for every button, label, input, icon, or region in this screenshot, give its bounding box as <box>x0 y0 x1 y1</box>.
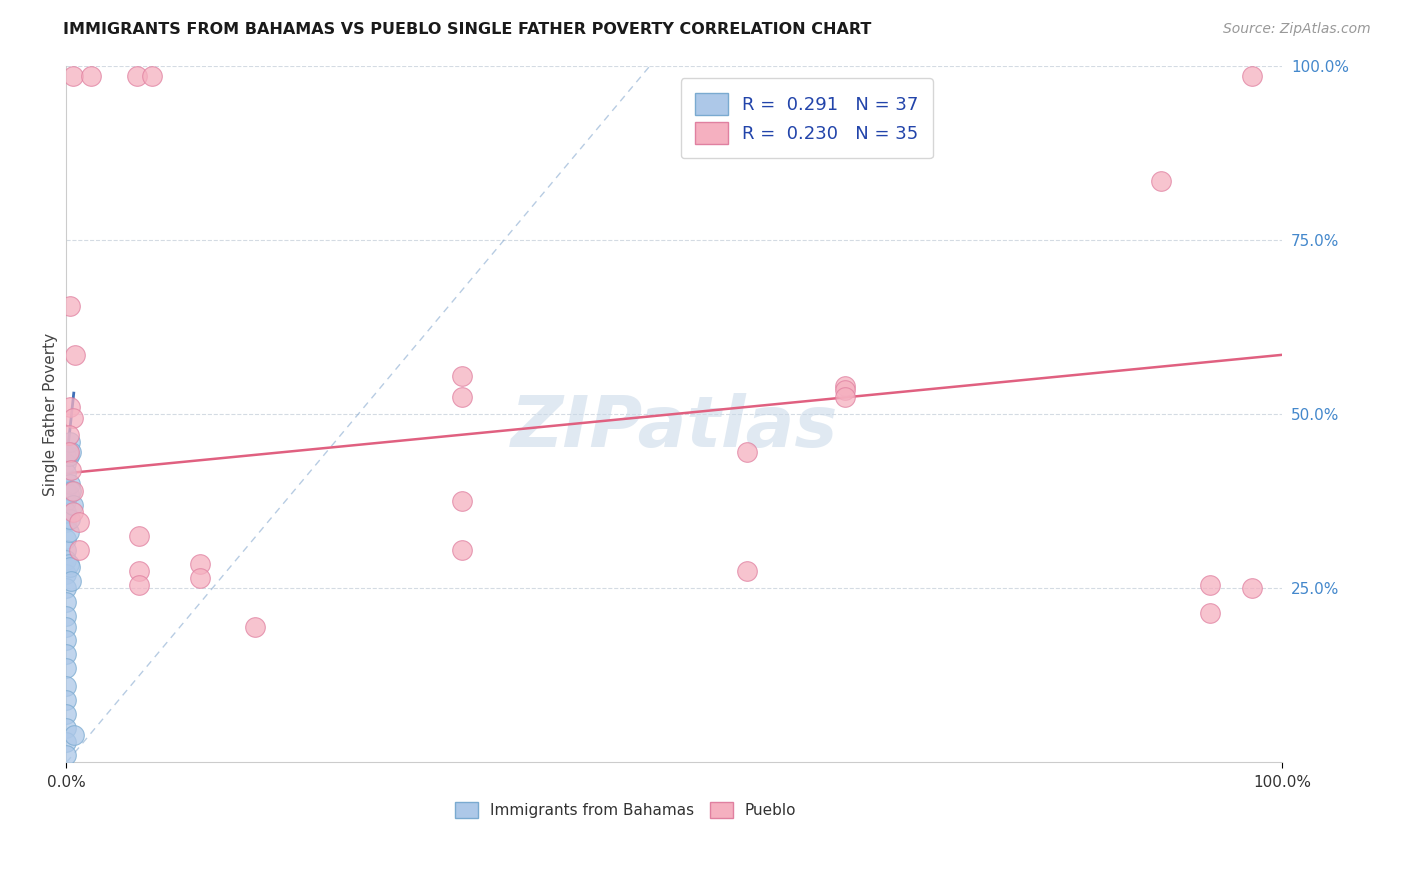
Point <box>62 498 84 512</box>
Point <box>58 525 80 540</box>
Point <box>80 69 103 83</box>
Point <box>55 721 77 735</box>
Point <box>55 648 77 662</box>
Legend: Immigrants from Bahamas, Pueblo: Immigrants from Bahamas, Pueblo <box>449 797 803 824</box>
Point <box>62 727 84 741</box>
Point <box>58 487 80 501</box>
Point <box>59 511 82 525</box>
Point <box>55 706 77 721</box>
Point <box>1198 578 1220 592</box>
Point <box>55 542 77 557</box>
Point <box>737 445 759 459</box>
Point <box>58 557 80 571</box>
Point <box>125 69 148 83</box>
Point <box>55 494 77 508</box>
Point <box>55 595 77 609</box>
Point <box>59 434 82 449</box>
Point <box>834 379 856 393</box>
Point <box>58 428 80 442</box>
Point <box>55 734 77 748</box>
Point <box>60 574 83 589</box>
Point <box>55 515 77 529</box>
Point <box>63 348 86 362</box>
Point <box>188 557 211 571</box>
Point <box>59 400 82 414</box>
Point <box>55 467 77 481</box>
Point <box>55 533 77 547</box>
Point <box>55 567 77 582</box>
Point <box>55 609 77 624</box>
Point <box>1241 69 1264 83</box>
Point <box>67 515 90 529</box>
Text: ZIPatlas: ZIPatlas <box>510 393 838 462</box>
Point <box>128 578 150 592</box>
Point <box>62 410 84 425</box>
Point <box>834 390 856 404</box>
Point <box>55 633 77 648</box>
Point <box>55 581 77 595</box>
Point <box>834 383 856 397</box>
Text: IMMIGRANTS FROM BAHAMAS VS PUEBLO SINGLE FATHER POVERTY CORRELATION CHART: IMMIGRANTS FROM BAHAMAS VS PUEBLO SINGLE… <box>63 22 872 37</box>
Text: Source: ZipAtlas.com: Source: ZipAtlas.com <box>1223 22 1371 37</box>
Point <box>55 679 77 693</box>
Point <box>59 476 82 491</box>
Point <box>59 299 82 313</box>
Point <box>450 390 472 404</box>
Point <box>55 449 77 463</box>
Point <box>55 553 77 567</box>
Point <box>737 564 759 578</box>
Point <box>62 69 84 83</box>
Point <box>59 560 82 574</box>
Point <box>450 542 472 557</box>
Point <box>55 748 77 763</box>
Point <box>450 368 472 383</box>
Point <box>58 445 80 459</box>
Point <box>55 619 77 633</box>
Point <box>62 505 84 519</box>
Point <box>55 483 77 498</box>
Point <box>141 69 163 83</box>
Point <box>55 692 77 706</box>
Point <box>60 463 83 477</box>
Point <box>1241 581 1264 595</box>
Point <box>1150 173 1173 187</box>
Point <box>60 483 83 498</box>
Point <box>55 505 77 519</box>
Point <box>55 661 77 675</box>
Point <box>128 564 150 578</box>
Y-axis label: Single Father Poverty: Single Father Poverty <box>44 333 58 496</box>
Point <box>62 483 84 498</box>
Point <box>1198 606 1220 620</box>
Point <box>58 449 80 463</box>
Point <box>55 456 77 470</box>
Point <box>243 619 266 633</box>
Point <box>67 542 90 557</box>
Point <box>60 445 83 459</box>
Point <box>128 529 150 543</box>
Point <box>450 494 472 508</box>
Point <box>188 571 211 585</box>
